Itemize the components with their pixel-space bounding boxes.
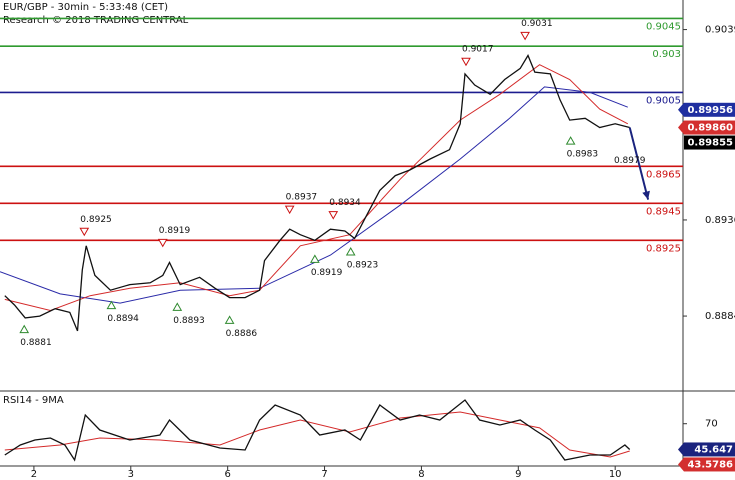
y-tick-label: 0.8884 <box>705 311 735 322</box>
pivot-label: 0.9017 <box>462 45 494 55</box>
pivot-low <box>19 324 30 334</box>
level-label: 0.8965 <box>646 169 681 180</box>
series-line <box>4 64 629 312</box>
marker-pointer <box>678 102 684 117</box>
price-marker <box>684 457 735 472</box>
pivot-label: 0.8919 <box>159 226 191 236</box>
price-marker-label: 0.89956 <box>687 105 733 116</box>
pivot-high <box>328 211 339 220</box>
pivot-label: 0.8925 <box>80 215 112 225</box>
pivot-label: 0.8934 <box>329 198 361 208</box>
marker-pointer <box>678 442 684 457</box>
pivot-label: 0.8894 <box>107 314 139 324</box>
pivot-label: 0.8923 <box>347 260 379 270</box>
price-marker-label: 0.89860 <box>687 123 733 134</box>
pivot-high <box>520 31 530 41</box>
pivot-high <box>284 205 295 215</box>
y-tick-label: 70 <box>705 419 718 430</box>
pane-title: RSI14 - 9MA <box>3 395 64 406</box>
pivot-low <box>565 136 576 145</box>
series-line <box>4 54 630 332</box>
pivot-label: 0.8893 <box>173 316 205 326</box>
x-tick-label: 6 <box>224 469 230 480</box>
forecast-arrow <box>628 127 650 200</box>
pivot-label: 0.8886 <box>226 329 258 339</box>
x-tick-label: 7 <box>321 469 327 480</box>
pivot-high <box>79 227 90 237</box>
pivot-low <box>172 302 183 311</box>
y-tick-label: 0.9039 <box>705 25 735 36</box>
x-tick-label: 3 <box>128 469 134 480</box>
level-label: 0.903 <box>652 49 681 60</box>
level-label: 0.8925 <box>646 243 681 254</box>
x-tick-label: 2 <box>31 469 37 480</box>
series-line <box>0 86 628 304</box>
series-line <box>4 399 631 462</box>
price-marker <box>684 442 735 457</box>
level-label: 0.8945 <box>646 206 681 217</box>
marker-pointer <box>678 120 684 135</box>
pivot-high <box>461 57 471 67</box>
pivot-high <box>157 238 168 248</box>
pane <box>4 399 631 462</box>
arrow-head <box>642 190 650 200</box>
pivot-label: 0.8983 <box>567 150 599 160</box>
pivot-label: 0.9031 <box>521 19 553 29</box>
price-marker-label: 43.5786 <box>687 459 733 470</box>
x-tick-label: 10 <box>609 469 622 480</box>
pivot-label: 0.8979 <box>614 156 646 166</box>
chart-subtitle: Research © 2018 TRADING CENTRAL <box>3 15 189 26</box>
marker-pointer <box>678 457 684 472</box>
pivot-label: 0.8937 <box>286 193 318 203</box>
x-tick-label: 8 <box>418 469 424 480</box>
pivot-low <box>224 315 235 324</box>
price-marker <box>684 102 735 117</box>
pivot-label: 0.8919 <box>311 268 343 278</box>
level-label: 0.9045 <box>646 21 681 32</box>
pivot-low <box>345 246 356 256</box>
chart-title: EUR/GBP - 30min - 5:33:48 (CET) <box>3 2 168 13</box>
price-marker <box>684 120 735 135</box>
series-line <box>4 411 630 458</box>
pane: 0.9045 0.903 0.9005 0.8965 0.8945 0.8925 0.888… <box>0 17 683 348</box>
y-tick-label: 0.8936 <box>705 215 735 226</box>
level-label: 0.9005 <box>646 95 681 106</box>
price-marker-label: 0.89855 <box>687 138 733 149</box>
x-tick-label: 9 <box>515 469 521 480</box>
pivot-label: 0.8881 <box>20 338 51 348</box>
pivot-low <box>106 300 117 310</box>
pivot-low <box>309 254 320 263</box>
price-marker <box>684 135 735 150</box>
price-marker-label: 45.647 <box>694 444 733 455</box>
